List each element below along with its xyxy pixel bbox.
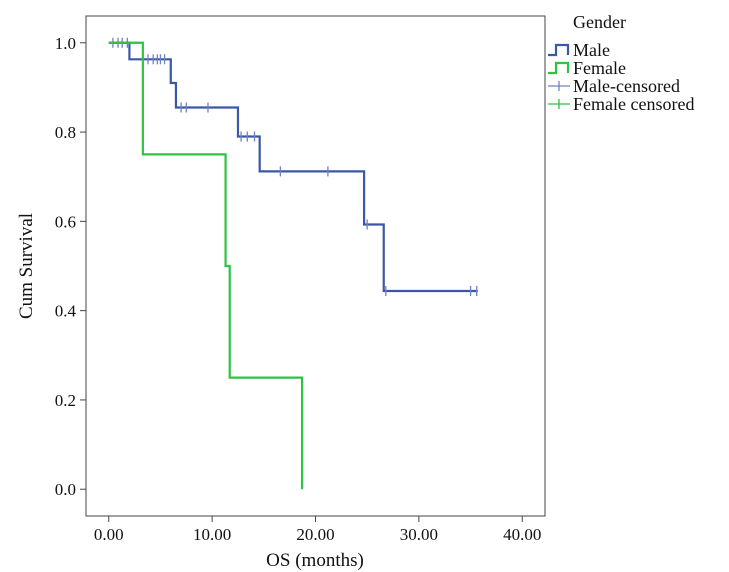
x-tick-label: 30.00 — [400, 525, 438, 544]
legend-entry-label: Female censored — [573, 94, 694, 114]
y-axis-ticks: 0.0 0.2 0.4 0.6 0.8 1.0 — [55, 34, 86, 499]
male-survival-line — [108, 41, 478, 293]
legend-entry: Male — [548, 40, 610, 60]
y-tick-label: 0.0 — [55, 480, 76, 499]
x-axis-label: OS (months) — [266, 550, 364, 571]
legend-entry: Female — [548, 58, 626, 78]
legend-step-icon — [548, 61, 570, 75]
x-tick-label: 10.00 — [193, 525, 231, 544]
x-tick-label: 40.00 — [503, 525, 541, 544]
legend-title: Gender — [573, 12, 626, 32]
x-tick-label: 20.00 — [296, 525, 334, 544]
legend-entry-label: Female — [573, 58, 626, 78]
y-tick-label: 0.4 — [55, 302, 77, 321]
y-tick-label: 0.2 — [55, 391, 76, 410]
female-survival-line — [108, 41, 304, 490]
y-tick-label: 0.6 — [55, 212, 76, 231]
y-tick-label: 0.8 — [55, 123, 76, 142]
legend-entry: Female censored — [548, 94, 694, 114]
y-tick-label: 1.0 — [55, 34, 76, 53]
series-layer — [108, 37, 478, 490]
y-axis-label: Cum Survival — [16, 213, 37, 319]
legend-entry-label: Male — [573, 40, 610, 60]
legend-step-icon — [548, 43, 570, 57]
legend-entry: Male-censored — [548, 76, 680, 96]
legend-entry-label: Male-censored — [573, 76, 680, 96]
x-axis-ticks: 0.00 10.00 20.00 30.00 40.00 — [94, 516, 541, 544]
x-tick-label: 0.00 — [94, 525, 124, 544]
plot-frame — [85, 15, 546, 517]
